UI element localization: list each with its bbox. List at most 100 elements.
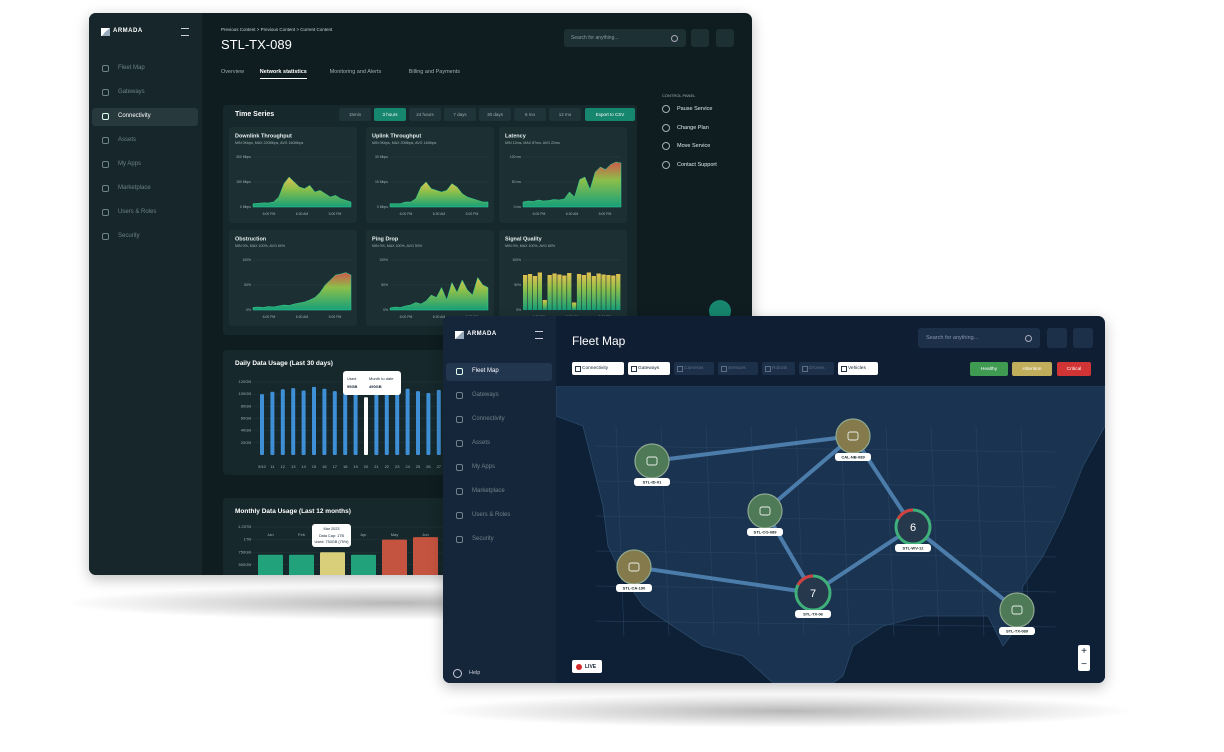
help-icon[interactable] (453, 669, 462, 678)
icon-button[interactable] (691, 29, 709, 47)
filter-icon (802, 366, 808, 372)
filter-chip[interactable]: Vehicles (838, 362, 878, 375)
status-button[interactable]: Healthy (970, 362, 1008, 376)
sidebar-item[interactable]: My Apps (446, 459, 552, 477)
chart-title: Ping Drop (372, 236, 399, 242)
export-button[interactable]: Export to CSV (585, 108, 635, 121)
help-label[interactable]: Help (469, 670, 481, 676)
bar (606, 275, 611, 310)
range-label: 7 days (453, 112, 467, 117)
control-item[interactable]: Change Plan (677, 124, 709, 131)
filter-chip[interactable]: Cameras (674, 362, 714, 375)
sidebar-item[interactable]: Marketplace (92, 180, 198, 198)
range-label: 15min (348, 112, 362, 117)
icon-button[interactable] (716, 29, 734, 47)
bar (537, 272, 542, 310)
filter-label: Robots (772, 366, 788, 371)
search[interactable]: Search for anything... (918, 328, 1040, 348)
node[interactable] (634, 443, 670, 479)
range-button[interactable]: 30 days (479, 108, 511, 121)
node[interactable] (747, 493, 783, 529)
control-item[interactable]: Contact Support (677, 161, 717, 168)
x-tick-label: 18 (343, 464, 348, 469)
bar (572, 302, 577, 310)
icon-button[interactable] (1073, 328, 1093, 348)
control-item[interactable]: Pause Service (677, 106, 713, 112)
sidebar-label: Marketplace (118, 185, 151, 191)
sidebar-item[interactable]: My Apps (92, 156, 198, 174)
filter-chip[interactable]: Gateways (628, 362, 670, 375)
control-icon[interactable] (662, 142, 670, 150)
sidebar-item[interactable]: Users & Roles (446, 507, 552, 525)
chart-card: Signal Quality MIN 0%, MAX 100%, AVG 80% 0… (499, 230, 627, 326)
filter-chip[interactable]: Sensors (718, 362, 758, 375)
sidebar-item[interactable]: Assets (92, 132, 198, 150)
tab[interactable]: Monitoring and Alerts (329, 69, 382, 75)
sidebar-item[interactable]: Security (446, 531, 552, 549)
range-button[interactable]: 24 hours (409, 108, 441, 121)
filter-label: Vehicles (848, 366, 866, 371)
state-border (595, 550, 1057, 558)
y-tick-label: 15 Mbps (375, 180, 388, 184)
tooltip: Mar 2023 Data Cap: 1TB Used: 750GB (75%) (312, 524, 351, 547)
x-tick-label: 6:30 AM (566, 212, 579, 216)
search[interactable]: Search for anything... (564, 29, 686, 47)
filter-chip[interactable]: Robots (762, 362, 795, 375)
sidebar-item[interactable]: Security (92, 228, 198, 246)
icon-button[interactable] (1047, 328, 1067, 348)
sidebar-item[interactable]: Fleet Map (92, 60, 198, 78)
tab[interactable]: Billing and Payments (408, 69, 461, 75)
control-icon[interactable] (662, 160, 670, 169)
control-item[interactable]: Move Service (677, 143, 711, 149)
sidebar-item[interactable]: Gateways (446, 387, 552, 405)
node[interactable] (999, 592, 1035, 628)
node[interactable] (835, 418, 871, 454)
sidebar-item[interactable]: Users & Roles (92, 204, 198, 222)
menu-icon[interactable] (535, 331, 543, 339)
bar (527, 274, 533, 310)
x-tick-label: 6:00 PM (263, 212, 276, 216)
sidebar-label: Assets (472, 440, 491, 446)
sidebar-item[interactable]: Marketplace (446, 483, 552, 501)
zoom-button[interactable]: + (1081, 646, 1087, 657)
status-button[interactable]: Attention (1012, 362, 1052, 376)
status-button[interactable]: Critical (1057, 362, 1091, 376)
range-button[interactable]: 12 mo (549, 108, 581, 121)
range-button[interactable]: 6 mo (514, 108, 546, 121)
node-label: STL-TX-06 (803, 612, 824, 617)
search-icon (671, 35, 678, 42)
sidebar-item[interactable]: Assets (446, 435, 552, 453)
status-label: Healthy (980, 366, 998, 372)
menu-icon[interactable] (181, 28, 189, 36)
y-tick-label: 40GB (241, 428, 252, 433)
sidebar-item[interactable]: Connectivity (446, 411, 552, 429)
filter-icon (677, 366, 683, 372)
control-icon[interactable] (662, 123, 670, 132)
sidebar-label: Marketplace (472, 488, 505, 494)
filter-chip[interactable]: Drones (799, 362, 834, 375)
state-border (705, 425, 715, 637)
node-label: STL-ID-01 (643, 480, 662, 485)
live-button[interactable]: LIVE (572, 660, 602, 673)
control-icon[interactable] (662, 105, 670, 113)
bar (382, 539, 407, 575)
bar (351, 554, 376, 575)
sidebar-icon (456, 368, 463, 375)
tab[interactable]: Overview (221, 69, 244, 75)
x-tick-label: 6:30 AM (296, 212, 309, 216)
range-button[interactable]: 3 hours (374, 108, 406, 121)
filter-chip[interactable]: Connectivity (572, 362, 624, 375)
sidebar-item[interactable]: Connectivity (92, 108, 198, 126)
range-button[interactable]: 15min (339, 108, 371, 121)
tab[interactable]: Network statistics (259, 69, 307, 79)
zoom-button[interactable]: − (1081, 659, 1087, 670)
range-button[interactable]: 7 days (444, 108, 476, 121)
sidebar-item[interactable]: Fleet Map (446, 363, 552, 381)
sidebar-item[interactable]: Gateways (92, 84, 198, 102)
control-panel-title: CONTROL PANEL (662, 93, 696, 98)
bar (322, 388, 327, 455)
node-label: STL-CO-089 (754, 530, 778, 535)
y-tick-label: 80GB (241, 403, 252, 408)
node[interactable] (616, 549, 652, 585)
fleet-map-window: ARMADA Fleet Map Gateways Connectivity Asset… (443, 316, 1105, 683)
